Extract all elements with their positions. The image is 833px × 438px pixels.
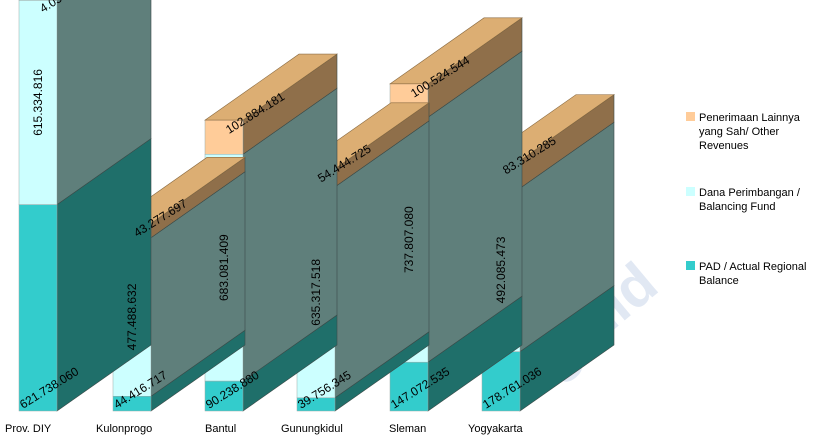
legend-label-line: Balancing Fund <box>699 201 775 213</box>
bar-group-prov-diy <box>18 0 152 412</box>
legend-label-line: PAD / Actual Regional <box>699 261 806 273</box>
category-label-bantul: Bantul <box>205 423 236 435</box>
legend-label-line: yang Sah/ Other <box>699 126 779 138</box>
value-label-dana-bantul: 683.081.409 <box>217 234 231 301</box>
legend-label-line: Balance <box>699 275 739 287</box>
category-label-yogyakarta: Yogyakarta <box>468 423 524 435</box>
legend-swatch <box>686 112 695 121</box>
legend-item-0: Penerimaan Lainnya yang Sah/ Other Revenue… <box>686 112 801 152</box>
value-label-dana-prov-diy: 615.334.816 <box>31 69 45 136</box>
legend-swatch <box>686 261 695 270</box>
category-label-gunungkidul: Gunungkidul <box>281 423 343 435</box>
legend-label-line: Dana Perimbangan / <box>699 187 801 199</box>
category-label-sleman: Sleman <box>389 423 426 435</box>
bars <box>18 0 615 412</box>
value-label-dana-sleman: 737.807.080 <box>402 206 416 273</box>
legend-item-1: Dana Perimbangan / Balancing Fund <box>686 187 801 213</box>
category-label-kulonprogo: Kulonprogo <box>96 423 152 435</box>
legend-item-2: PAD / Actual Regional Balance <box>686 261 806 287</box>
legend: Penerimaan Lainnya yang Sah/ Other Revenue… <box>686 112 806 287</box>
legend-label-line: Revenues <box>699 140 749 152</box>
legend-swatch <box>686 187 695 196</box>
bar-bantul-penerimaan-lainnya-yang-sah <box>204 119 244 155</box>
value-label-dana-gunungkidul: 635.317.518 <box>309 259 323 326</box>
value-label-dana-kulonprogo: 477.488.632 <box>125 283 139 350</box>
bar-sleman-pad <box>389 361 429 412</box>
bar-prov-diy-pad <box>18 204 58 412</box>
bar-group-yogyakarta <box>481 94 615 412</box>
legend-label-line: Penerimaan Lainnya <box>699 112 801 124</box>
bar-top-bantul <box>204 53 338 121</box>
category-label-prov-diy: Prov. DIY <box>5 423 52 435</box>
bar-bantul-pad <box>204 380 244 412</box>
bar-top-sleman <box>389 17 523 85</box>
value-label-dana-yogyakarta: 492.085.473 <box>494 236 508 303</box>
category-labels: Prov. DIY Kulonprogo Bantul Gunungkidul Slem… <box>5 423 524 435</box>
